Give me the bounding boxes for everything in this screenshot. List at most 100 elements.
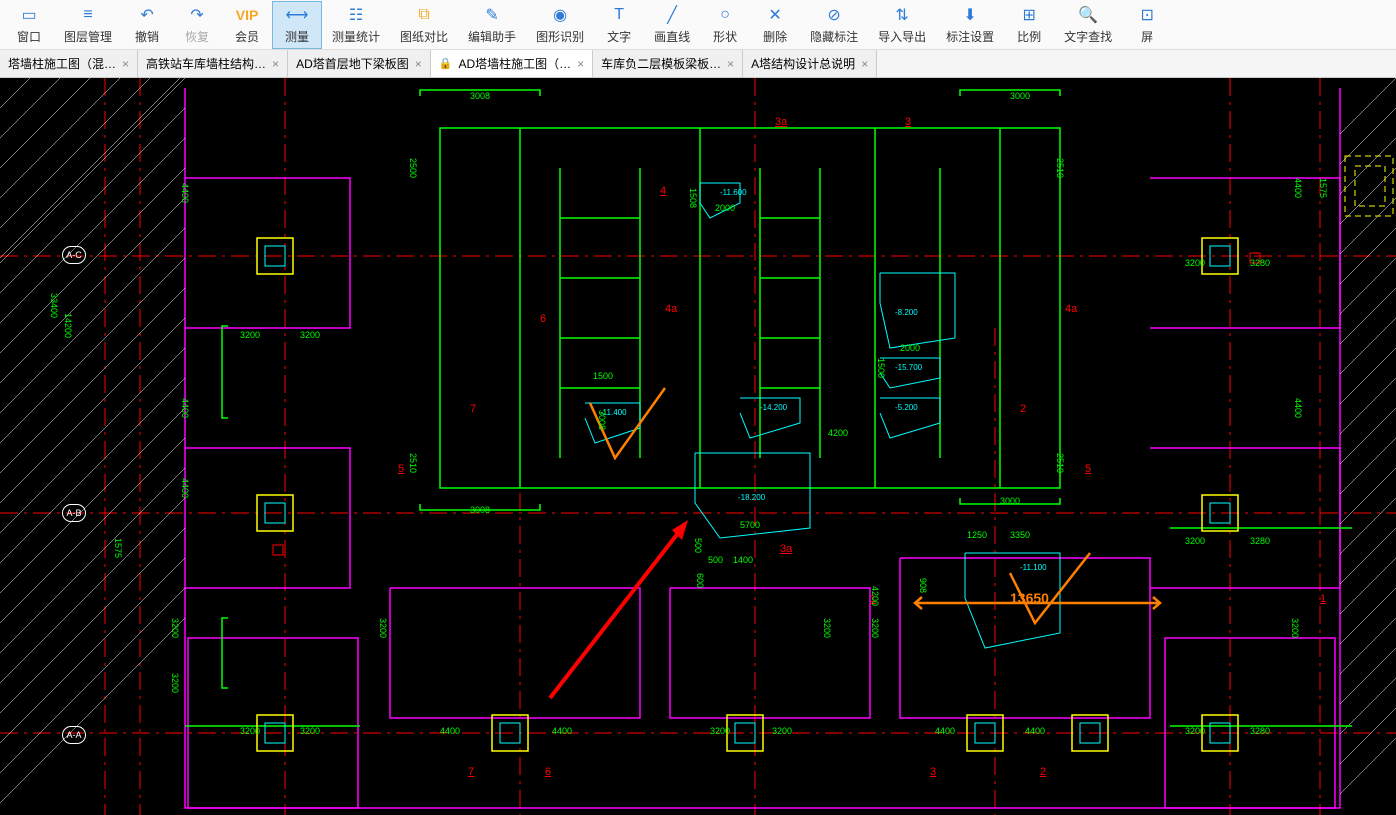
screen-button[interactable]: ⊡屏 (1122, 1, 1172, 49)
undo-icon: ↶ (136, 4, 158, 26)
anno-settings-icon: ⬇ (959, 4, 981, 26)
close-icon[interactable]: × (122, 57, 129, 71)
delete-icon: ✕ (764, 4, 786, 26)
dimension-text: 2000 (900, 343, 920, 353)
ratio-button[interactable]: ⊞比例 (1004, 1, 1054, 49)
tab-tab3[interactable]: AD塔首层地下梁板图× (288, 50, 431, 77)
dimension-text: 3008 (470, 505, 490, 515)
section-label: 4a (665, 303, 677, 315)
dimension-text: 4400 (1025, 726, 1045, 736)
dimension-text: 1508 (688, 188, 698, 208)
section-label: 5 (398, 463, 404, 475)
line-label: 画直线 (654, 28, 690, 45)
section-label: 3 (905, 116, 911, 128)
compare-icon: ⧉ (413, 4, 435, 26)
hide-anno-icon: ⊘ (823, 4, 845, 26)
measure-stat-icon: ☷ (345, 4, 367, 26)
dimension-text: 3000 (1000, 496, 1020, 506)
elevation-label: -18.200 (738, 493, 765, 502)
dimension-text: 4400 (180, 398, 190, 418)
close-icon[interactable]: × (272, 57, 279, 71)
dimension-text: 908 (918, 578, 928, 593)
dimension-text: 3280 (1250, 536, 1270, 546)
edit-helper-label: 编辑助手 (468, 28, 516, 45)
elevation-label: -15.700 (895, 363, 922, 372)
grid-label-A-B: A-B (62, 504, 86, 522)
tab-tab5[interactable]: 车库负二层模板梁板… × (593, 50, 743, 77)
drawing-canvas[interactable]: A-CA-BA-A3a344a4a675523a117623-11.600-8.… (0, 78, 1396, 815)
dimension-text: 4400 (440, 726, 460, 736)
vip-button[interactable]: VIP会员 (222, 1, 272, 49)
vip-label: 会员 (235, 28, 259, 45)
delete-button[interactable]: ✕ 删除 (750, 1, 800, 49)
dimension-text: 3200 (378, 618, 388, 638)
dimension-text: 1250 (967, 530, 987, 540)
tab-label: 高铁站车库墙柱结构… (146, 55, 266, 72)
grid-label-A-A: A-A (62, 726, 86, 744)
dimension-text: 2510 (1055, 453, 1065, 473)
import-export-button[interactable]: ⇅ 导入导出 (868, 1, 936, 49)
section-label: 7 (468, 766, 474, 778)
grid-label-A-C: A-C (62, 246, 86, 264)
measure-stat-button[interactable]: ☷测量统计 (322, 1, 390, 49)
dimension-text: 500 (708, 555, 723, 565)
shape-rec-label: 图形识别 (536, 28, 584, 45)
shape-rec-button[interactable]: ◉图形识别 (526, 1, 594, 49)
text-find-button[interactable]: 🔍文字查找 (1054, 1, 1122, 49)
dimension-text: 14200 (63, 313, 73, 338)
section-label: 1 (1320, 593, 1326, 605)
section-label: 2 (1020, 403, 1026, 415)
section-label: 3 (930, 766, 936, 778)
anno-settings-button[interactable]: ⬇标注设置 (936, 1, 1004, 49)
window-button[interactable]: ▭窗口 (4, 1, 54, 49)
measure-label: 测量 (285, 28, 309, 45)
compare-button[interactable]: ⧉ 图纸对比 (390, 1, 458, 49)
dimension-text: 1500 (876, 358, 886, 378)
shape-button[interactable]: ○形状 (700, 1, 750, 49)
close-icon[interactable]: × (861, 57, 868, 71)
tab-tab2[interactable]: 高铁站车库墙柱结构… × (138, 50, 288, 77)
compare-label: 图纸对比 (400, 28, 448, 45)
redo-button[interactable]: ↷恢复 (172, 1, 222, 49)
elevation-label: -5.200 (895, 403, 918, 412)
shape-label: 形状 (713, 28, 737, 45)
dimension-text: 1400 (733, 555, 753, 565)
edit-helper-button[interactable]: ✎编辑助手 (458, 1, 526, 49)
dimension-text: 3200 (870, 618, 880, 638)
section-label: 6 (545, 766, 551, 778)
import-export-label: 导入导出 (878, 28, 926, 45)
close-icon[interactable]: × (577, 57, 584, 71)
dimension-text: 4400 (180, 183, 190, 203)
dimension-text: 1575 (113, 538, 123, 558)
line-icon: ╱ (661, 4, 683, 26)
tab-tab1[interactable]: 塔墙柱施工图（混… × (0, 50, 138, 77)
dimension-text: 3008 (470, 91, 490, 101)
text-find-icon: 🔍 (1077, 4, 1099, 26)
dimension-text: 3280 (1250, 726, 1270, 736)
text-button[interactable]: T文字 (594, 1, 644, 49)
hide-anno-button[interactable]: ⊘ 隐藏标注 (800, 1, 868, 49)
line-button[interactable]: ╱ 画直线 (644, 1, 700, 49)
screen-label: 屏 (1141, 28, 1153, 45)
dimension-text: 4400 (935, 726, 955, 736)
measure-button[interactable]: ⟷测量 (272, 1, 322, 49)
tab-tab6[interactable]: A塔结构设计总说明 × (743, 50, 877, 77)
close-icon[interactable]: × (415, 57, 422, 71)
tab-label: 车库负二层模板梁板… (601, 55, 721, 72)
hide-anno-label: 隐藏标注 (810, 28, 858, 45)
tab-label: 塔墙柱施工图（混… (8, 55, 116, 72)
delete-label: 删除 (763, 28, 787, 45)
import-export-icon: ⇅ (891, 4, 913, 26)
close-icon[interactable]: × (727, 57, 734, 71)
dimension-text: 3200 (1185, 726, 1205, 736)
elevation-label: -14.200 (760, 403, 787, 412)
dimension-text: 4200 (828, 428, 848, 438)
tab-label: A塔结构设计总说明 (751, 55, 855, 72)
undo-button[interactable]: ↶撤销 (122, 1, 172, 49)
tab-tab4[interactable]: 🔒AD塔墙柱施工图（…× (431, 50, 593, 77)
text-icon: T (608, 4, 630, 26)
elevation-label: -11.600 (720, 188, 747, 197)
section-label: 2 (1040, 766, 1046, 778)
section-label: 3a (775, 116, 787, 128)
layers-button[interactable]: ≡图层管理 (54, 1, 122, 49)
